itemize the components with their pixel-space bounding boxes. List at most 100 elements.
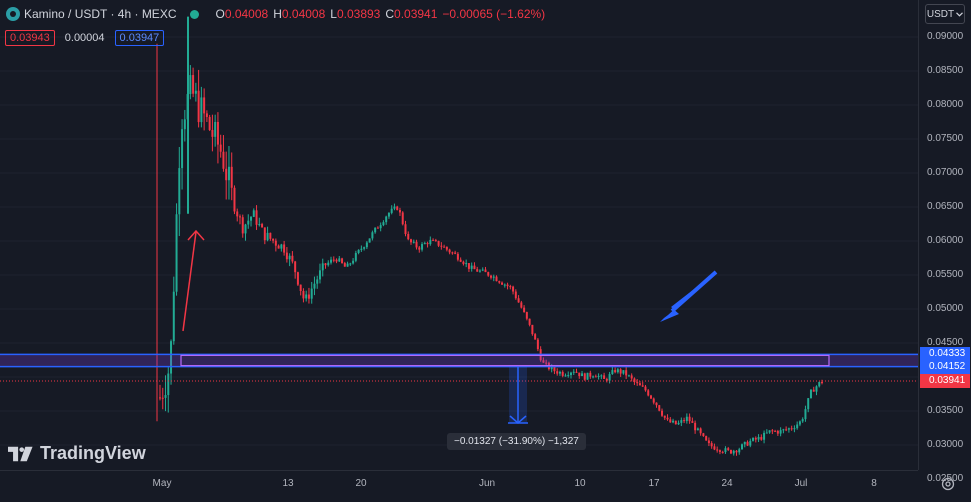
candle-up bbox=[189, 75, 192, 95]
candle-down bbox=[542, 360, 545, 363]
candle-up bbox=[815, 386, 818, 392]
candle-up bbox=[807, 398, 810, 410]
high-value: 0.04008 bbox=[281, 7, 326, 21]
candle-down bbox=[434, 240, 437, 242]
currency-label: USDT bbox=[926, 8, 955, 20]
candle-down bbox=[462, 261, 465, 264]
candle-down bbox=[647, 390, 650, 396]
candle-down bbox=[663, 415, 666, 418]
candle-down bbox=[255, 210, 258, 225]
candle-down bbox=[159, 397, 161, 399]
candle-down bbox=[707, 440, 710, 444]
market-status-icon[interactable] bbox=[190, 9, 200, 19]
candle-down bbox=[545, 362, 548, 364]
candle-down bbox=[192, 75, 195, 94]
kamino-logo-icon bbox=[6, 7, 20, 21]
candle-up bbox=[622, 370, 625, 374]
close-value: 0.03941 bbox=[394, 7, 438, 21]
sell-price-button[interactable]: 0.03943 bbox=[5, 30, 55, 46]
candle-down bbox=[603, 375, 606, 379]
candle-down bbox=[661, 410, 664, 416]
candle-down bbox=[514, 291, 517, 299]
candle-down bbox=[238, 216, 241, 218]
candle-up bbox=[465, 263, 468, 265]
candle-up bbox=[672, 420, 675, 423]
candle-up bbox=[481, 269, 484, 271]
price-tick-label: 0.08000 bbox=[927, 99, 964, 110]
candle-down bbox=[261, 224, 264, 228]
candle-down bbox=[771, 430, 774, 432]
candle-down bbox=[205, 113, 208, 117]
candle-down bbox=[285, 252, 288, 260]
candle-up bbox=[732, 450, 735, 454]
candle-down bbox=[776, 430, 779, 434]
candle-up bbox=[478, 270, 481, 272]
candle-down bbox=[509, 286, 512, 288]
candle-down bbox=[208, 116, 211, 130]
price-tick-label: 0.06500 bbox=[927, 201, 964, 212]
candle-down bbox=[236, 211, 239, 217]
candle-down bbox=[211, 129, 214, 137]
candle-up bbox=[749, 440, 752, 446]
symbol-title[interactable]: Kamino / USDT · 4h · MEXC bbox=[24, 7, 177, 21]
time-tick-label: Jul bbox=[794, 478, 808, 489]
candle-down bbox=[263, 227, 266, 241]
candle-up bbox=[738, 449, 741, 453]
candle-up bbox=[321, 263, 324, 271]
candle-down bbox=[437, 240, 440, 246]
candle-down bbox=[536, 339, 539, 350]
candle-down bbox=[694, 422, 697, 431]
candle-down bbox=[398, 209, 401, 213]
time-tick-label: 13 bbox=[282, 478, 294, 489]
candle-up bbox=[172, 291, 175, 342]
symbol-legend[interactable]: Kamino / USDT · 4h · MEXC O0.04008 H0.04… bbox=[6, 5, 545, 23]
price-zone bbox=[0, 354, 918, 367]
candle-up bbox=[503, 284, 506, 286]
candlestick-chart[interactable] bbox=[0, 0, 918, 470]
candle-down bbox=[683, 420, 686, 422]
candle-down bbox=[225, 168, 228, 181]
candle-up bbox=[266, 232, 269, 241]
candle-down bbox=[269, 232, 272, 239]
buy-price-button[interactable]: 0.03947 bbox=[114, 30, 165, 46]
settings-gear-icon[interactable] bbox=[940, 476, 956, 492]
low-value: 0.03893 bbox=[336, 7, 381, 21]
price-axis[interactable]: 0.09000 0.08500 0.08000 0.07500 0.07000 0.065… bbox=[918, 0, 971, 484]
candle-down bbox=[443, 246, 446, 248]
candle-up bbox=[385, 216, 388, 223]
chart-pane[interactable] bbox=[0, 0, 918, 470]
candle-down bbox=[534, 334, 537, 340]
candle-down bbox=[487, 272, 490, 276]
candle-up bbox=[178, 168, 181, 215]
candle-down bbox=[426, 243, 429, 245]
candle-down bbox=[332, 259, 335, 261]
candle-down bbox=[785, 429, 788, 431]
candle-up bbox=[787, 428, 790, 430]
candle-up bbox=[227, 166, 230, 181]
candle-up bbox=[798, 421, 801, 425]
price-tick-label: 0.06000 bbox=[927, 235, 964, 246]
candle-down bbox=[476, 269, 479, 272]
candle-down bbox=[644, 386, 647, 391]
candle-up bbox=[382, 222, 385, 226]
candle-down bbox=[688, 416, 691, 422]
candle-up bbox=[167, 373, 170, 396]
candle-down bbox=[638, 383, 641, 386]
candle-down bbox=[407, 234, 410, 240]
candle-up bbox=[423, 243, 426, 245]
currency-select[interactable]: USDT bbox=[925, 4, 965, 24]
candle-up bbox=[677, 422, 680, 425]
candle-down bbox=[605, 378, 608, 381]
tradingview-logo-icon bbox=[8, 446, 33, 461]
candle-down bbox=[718, 450, 721, 452]
time-tick-label: May bbox=[152, 478, 172, 489]
candle-up bbox=[313, 283, 316, 289]
candle-down bbox=[277, 245, 280, 249]
candle-up bbox=[330, 259, 333, 263]
candle-down bbox=[658, 405, 661, 411]
price-marker-label: 0.03941 bbox=[920, 374, 970, 388]
time-axis[interactable]: May 13 20 Jun 10 17 24 Jul 8 bbox=[0, 470, 918, 502]
price-tick-label: 0.02500 bbox=[927, 473, 964, 484]
price-tick-label: 0.03000 bbox=[927, 439, 964, 450]
candle-up bbox=[280, 244, 283, 249]
